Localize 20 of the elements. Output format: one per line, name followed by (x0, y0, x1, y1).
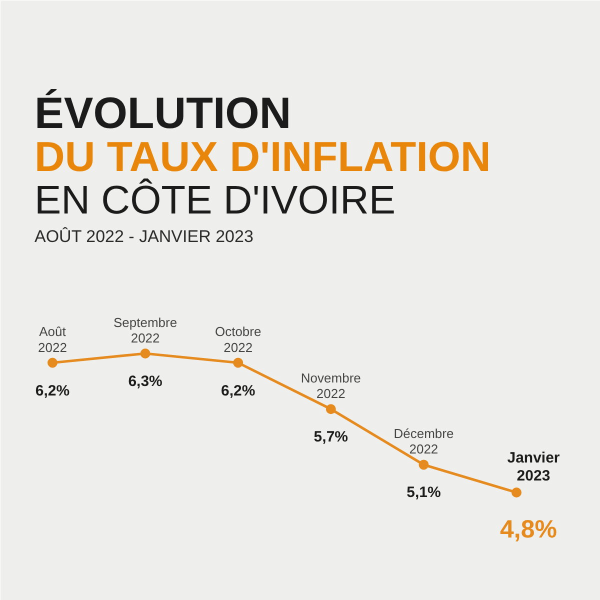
x-tick-label: Janvier 2023 (507, 450, 560, 484)
x-tick-label: Novembre 2022 (300, 370, 361, 402)
x-tick-label: Octobre 2022 (214, 324, 262, 355)
data-label: 6,3% (128, 373, 162, 390)
chart-subtitle: AOÛT 2022 - JANVIER 2023 (34, 227, 254, 246)
point (140, 348, 150, 358)
data-label: 6,2% (221, 382, 256, 400)
data-label: 5,7% (314, 428, 348, 446)
point (418, 460, 429, 470)
chart-title: ÉVOLUTION DU TAUX D'INFLATION EN CÔTE D'IVOIRE (34, 89, 491, 222)
x-tick-label: Août 2022 (38, 324, 67, 355)
x-tick-label: Décembre 2022 (394, 426, 454, 457)
data-label: 4,8% (500, 516, 557, 544)
point (512, 488, 522, 498)
point (48, 358, 58, 368)
data-label: 5,1% (406, 484, 441, 502)
x-tick-label: Septembre 2022 (114, 314, 178, 346)
point (233, 358, 244, 368)
point (326, 404, 336, 414)
data-label: 6,2% (35, 382, 70, 400)
